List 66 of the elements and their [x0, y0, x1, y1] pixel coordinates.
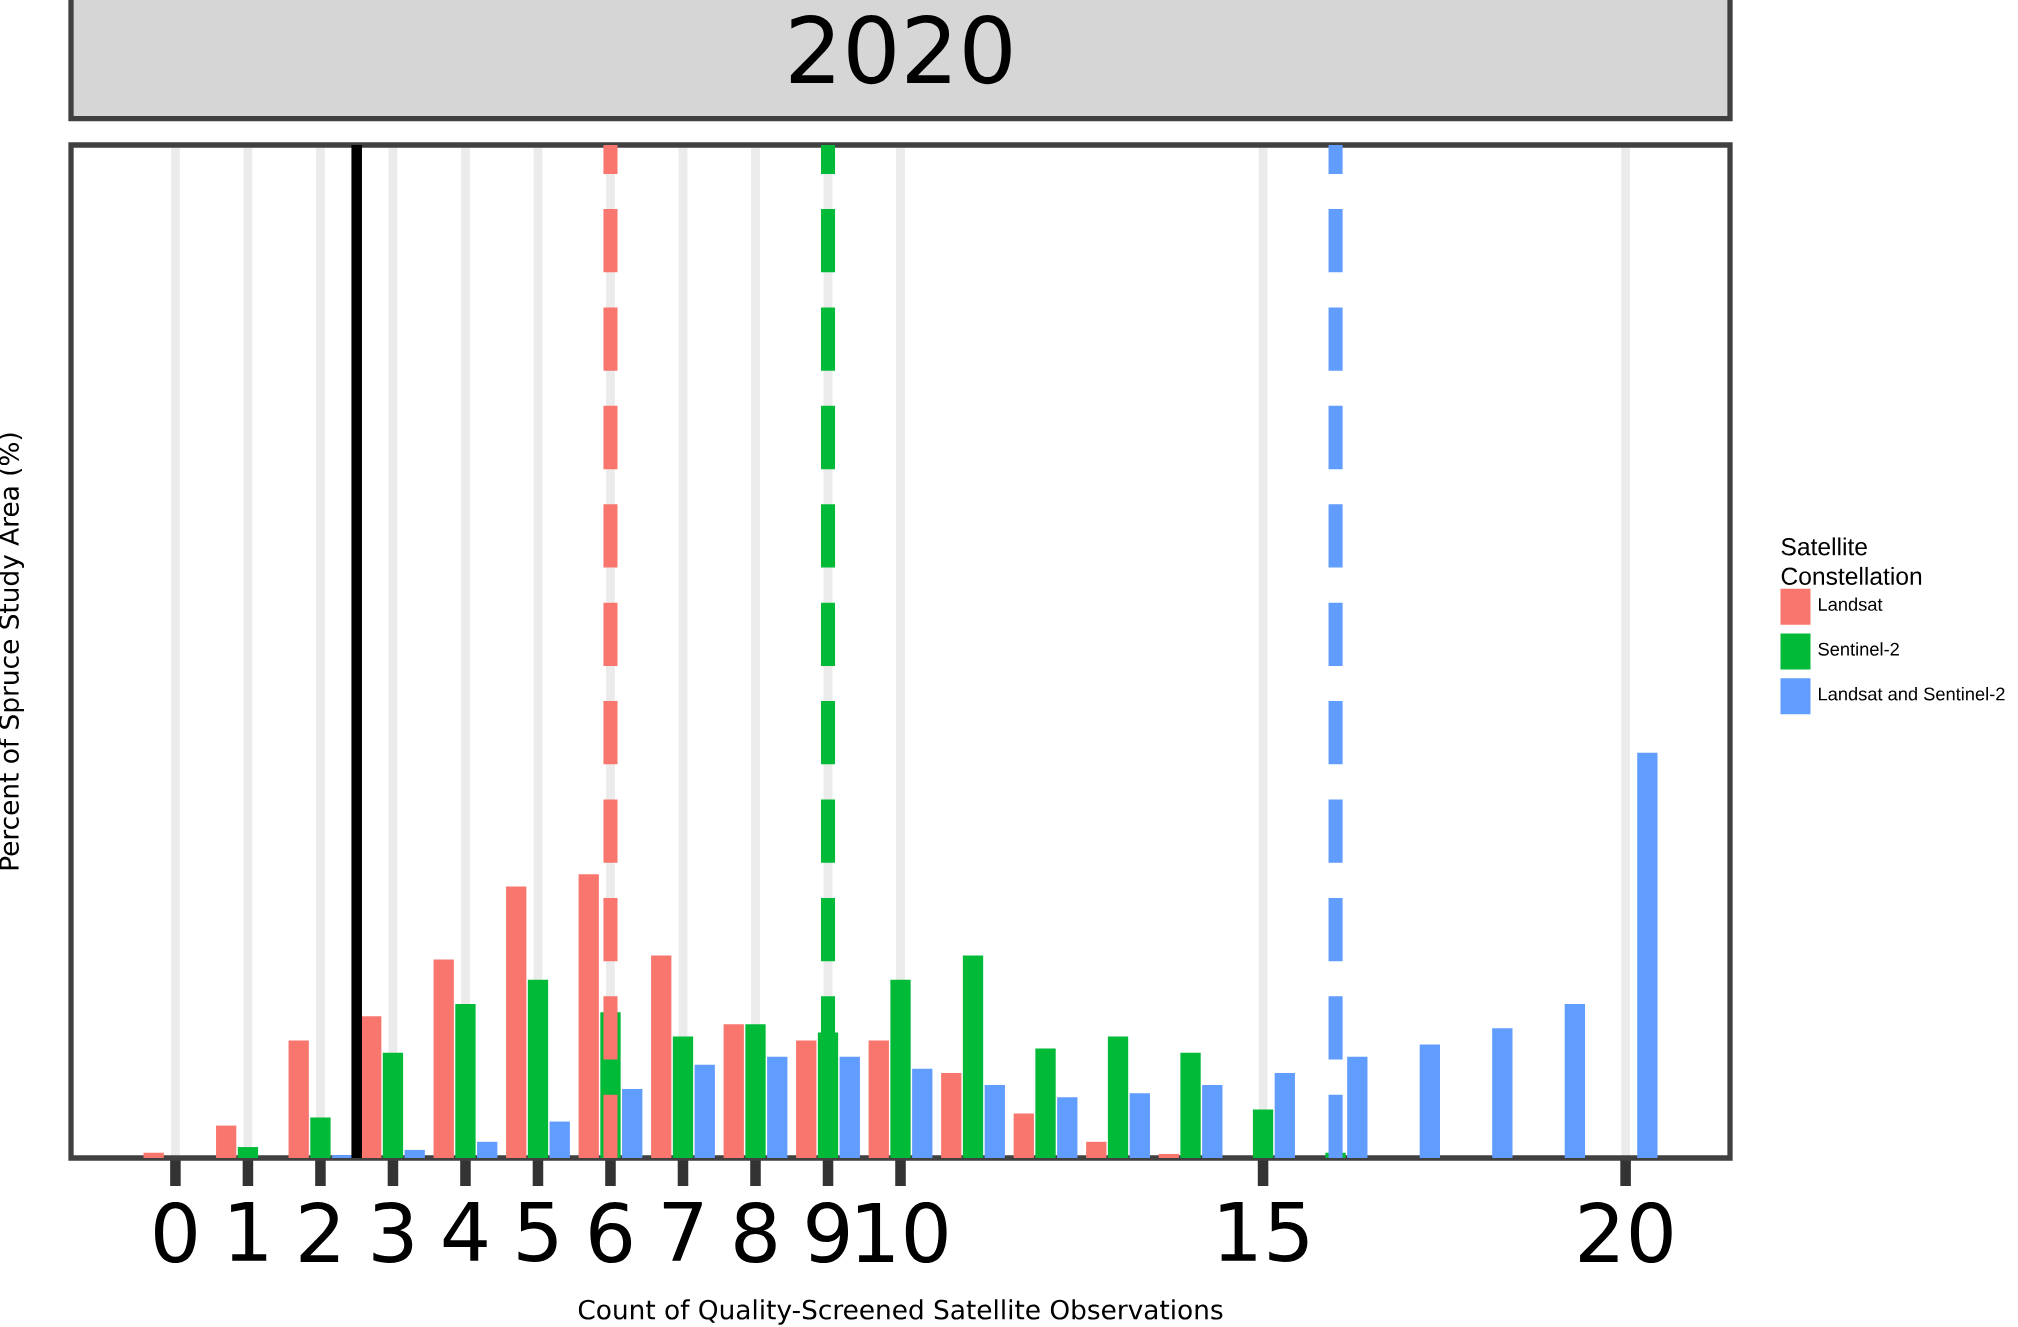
bar	[237, 1147, 259, 1158]
bar	[796, 1040, 817, 1158]
bar	[1129, 1093, 1150, 1158]
x-tick-label: 5	[518, 1201, 557, 1263]
legend-label: Sentinel-2	[1818, 642, 1899, 656]
x-tick-label: 1	[231, 1201, 267, 1261]
bar	[332, 1155, 353, 1158]
bar	[1637, 752, 1658, 1158]
chart-title: 2020	[790, 15, 1011, 85]
bar	[288, 1040, 309, 1158]
bar	[672, 1036, 694, 1158]
bar	[984, 1085, 1005, 1158]
bar	[549, 1121, 570, 1158]
bar	[310, 1117, 331, 1158]
bar	[1035, 1048, 1056, 1158]
legend-label: Landsat and Sentinel-2	[1819, 686, 2005, 701]
bar	[1419, 1044, 1440, 1158]
bar	[1158, 1153, 1179, 1158]
bar	[1057, 1097, 1078, 1158]
bar	[651, 955, 672, 1158]
bar	[143, 1152, 164, 1158]
bar	[455, 1004, 476, 1158]
x-tick-label: 15	[1220, 1201, 1308, 1263]
x-tick-label: 9	[807, 1201, 849, 1264]
bar	[1274, 1072, 1295, 1158]
bar	[890, 979, 911, 1158]
bar	[1347, 1056, 1368, 1158]
x-tick-label: 10	[857, 1201, 947, 1264]
bar	[1086, 1141, 1107, 1158]
bar	[1492, 1028, 1513, 1158]
legend-title: Satellite Constellation	[1781, 537, 1922, 585]
bar	[382, 1052, 404, 1158]
bar	[962, 955, 984, 1158]
bar	[1013, 1113, 1034, 1158]
bar	[941, 1072, 962, 1158]
bar	[694, 1064, 715, 1158]
legend-label: Landsat	[1819, 597, 1883, 611]
bar	[433, 959, 454, 1158]
bar	[216, 1125, 237, 1158]
bar	[868, 1040, 889, 1158]
bar	[723, 1024, 744, 1158]
x-tick-label: 6	[590, 1201, 632, 1264]
bar	[361, 1016, 382, 1158]
x-tick-label: 20	[1580, 1201, 1672, 1264]
bar	[745, 1024, 766, 1158]
x-tick-label: 4	[443, 1201, 487, 1261]
bar	[1202, 1085, 1223, 1158]
x-tick-label: 3	[373, 1201, 413, 1264]
x-axis-title: Count of Quality-Screened Satellite Observations	[578, 1299, 1223, 1325]
bar	[527, 979, 549, 1158]
bar	[578, 874, 599, 1158]
bar	[477, 1141, 498, 1158]
bar	[1180, 1052, 1201, 1158]
bar	[404, 1149, 425, 1158]
bar	[1564, 1004, 1585, 1158]
bar	[767, 1056, 788, 1158]
bar	[506, 886, 527, 1158]
bar	[912, 1068, 933, 1158]
x-tick-label: 2	[300, 1201, 339, 1262]
bar	[1107, 1036, 1129, 1158]
bar	[839, 1056, 860, 1158]
bar	[622, 1089, 643, 1158]
x-tick-label: 8	[735, 1201, 776, 1264]
x-tick-label: 7	[663, 1201, 702, 1261]
x-tick-label: 0	[155, 1201, 196, 1264]
bar	[1252, 1109, 1274, 1158]
